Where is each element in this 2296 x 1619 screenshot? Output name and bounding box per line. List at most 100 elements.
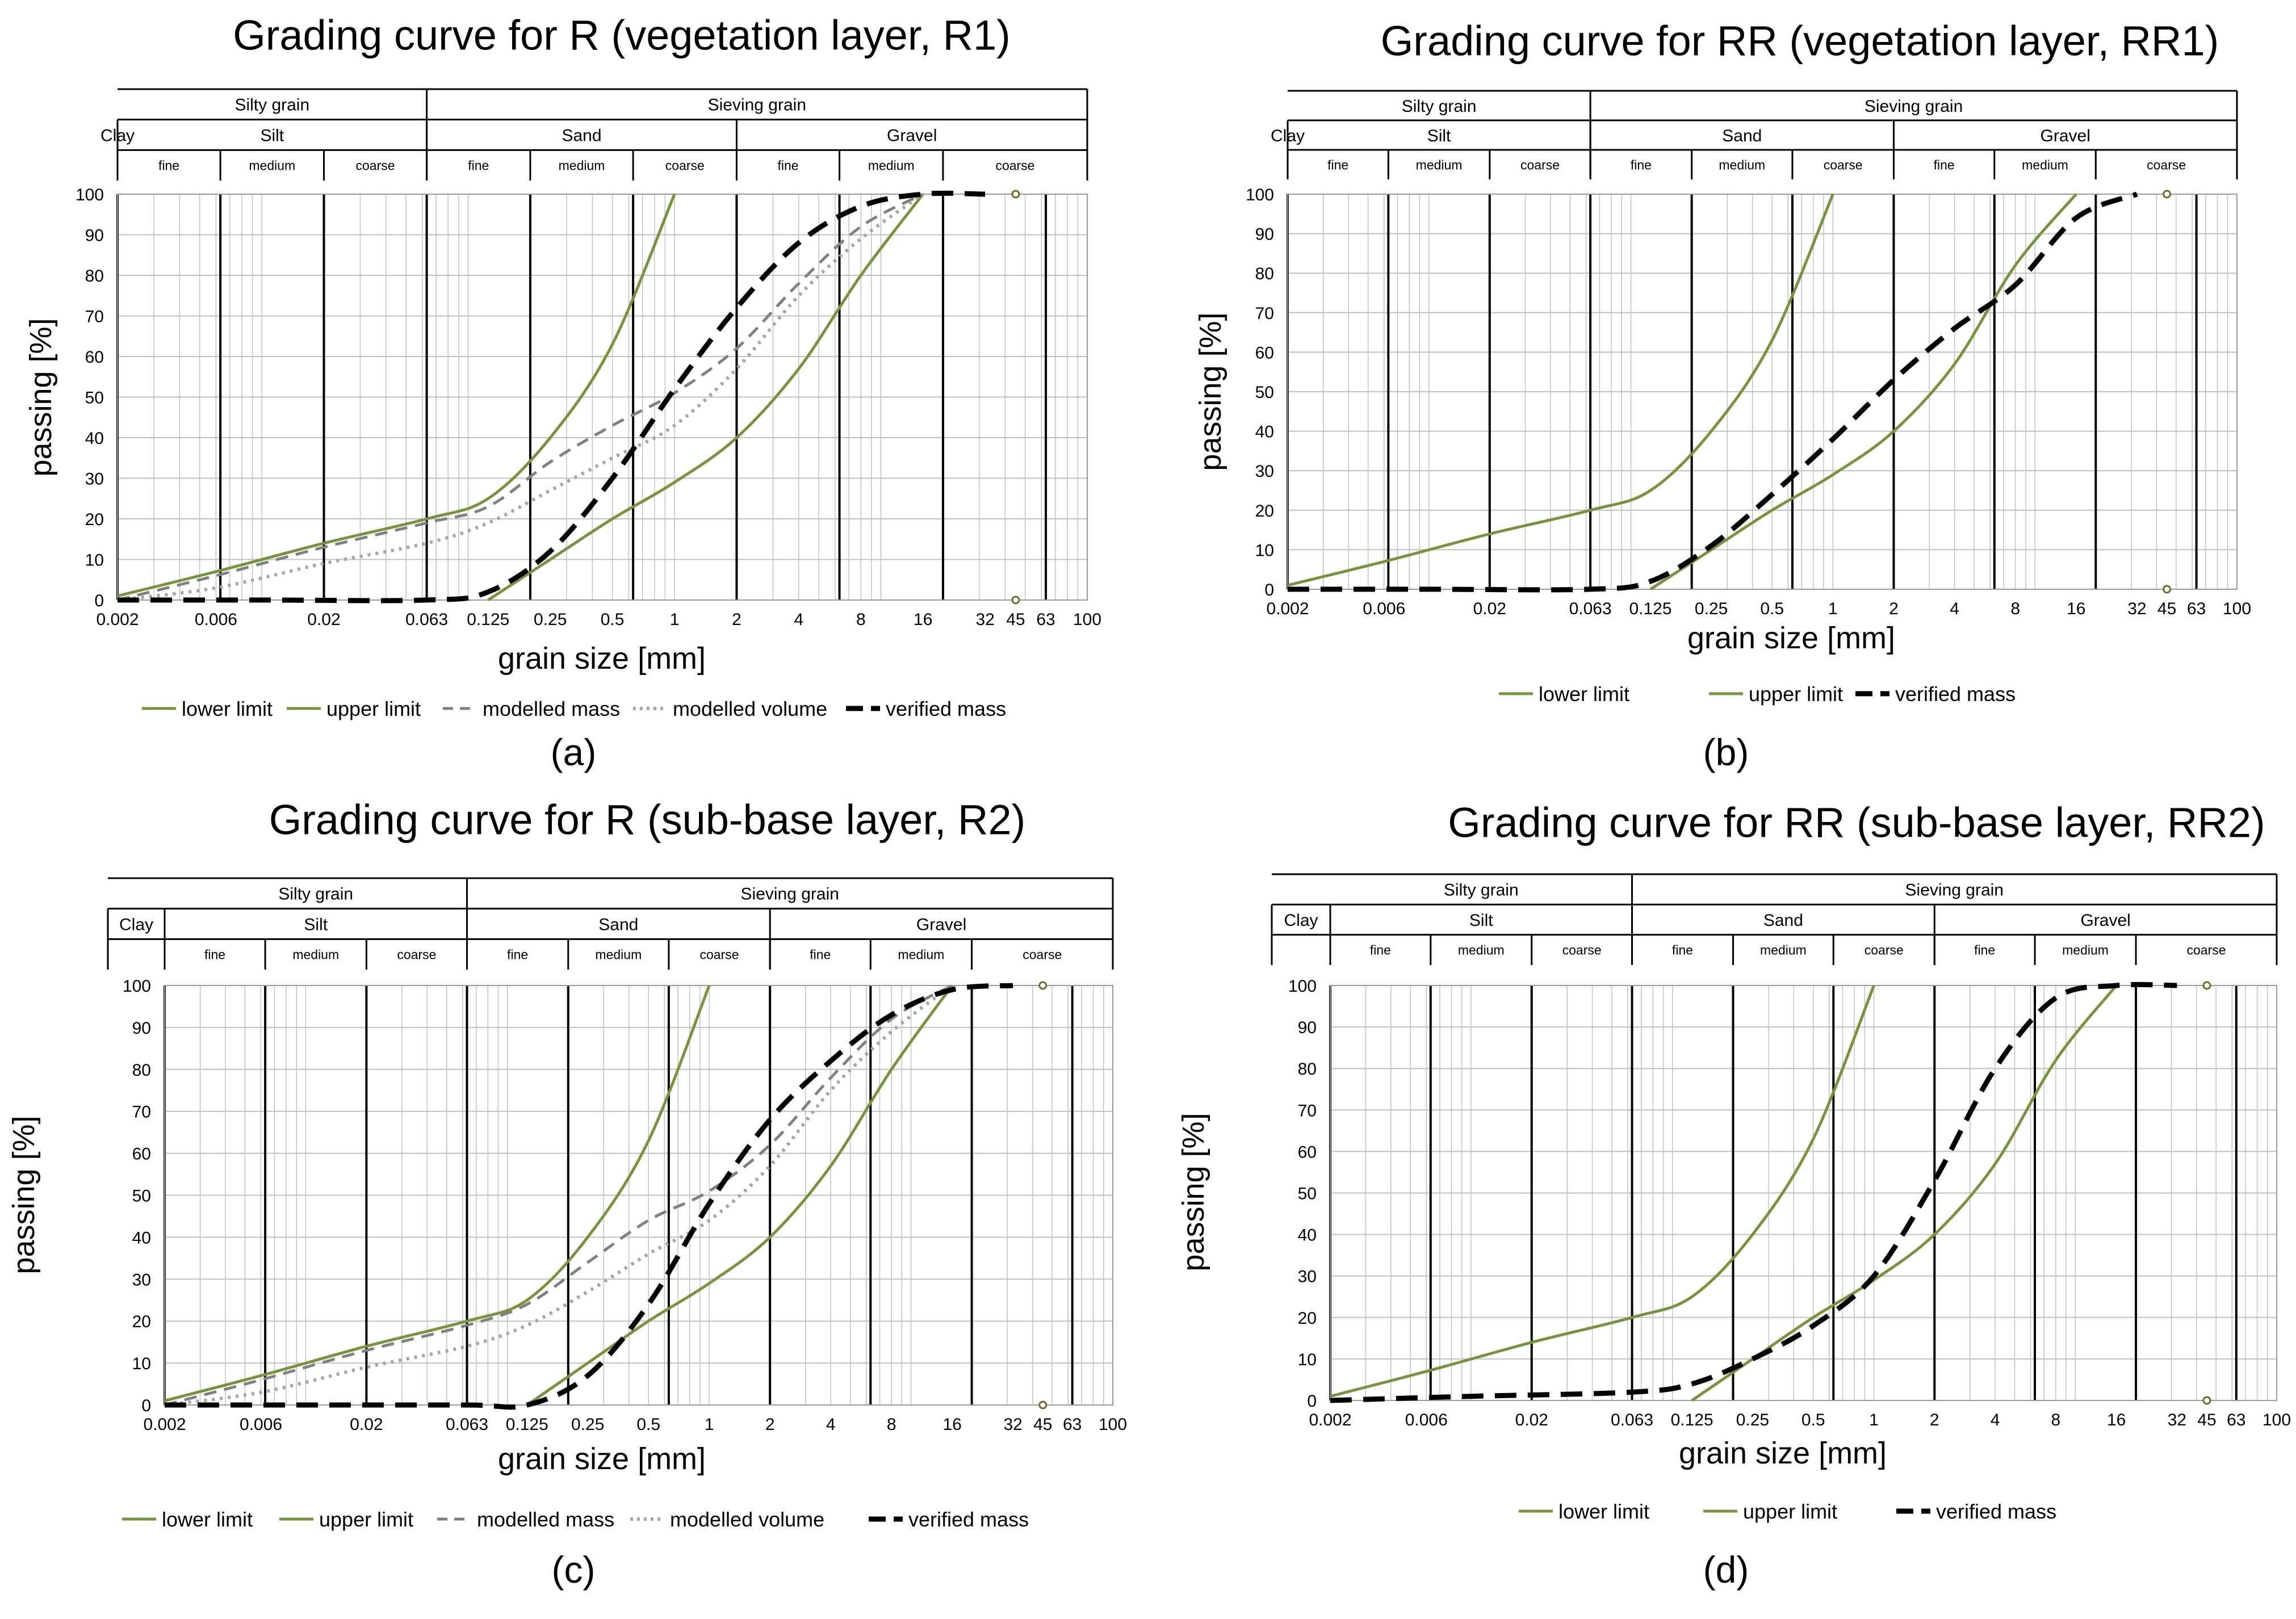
legend: lower limit upper limit verified mass — [1499, 682, 2016, 706]
y-tick-label: 20 — [132, 1312, 151, 1331]
y-tick-label: 30 — [1298, 1268, 1317, 1286]
legend-label: lower limit — [1539, 682, 1629, 706]
x-tick-label: 32 — [2127, 599, 2146, 618]
y-tick-label: 100 — [1288, 977, 1317, 996]
y-tick-label: 20 — [1255, 502, 1274, 521]
classification-label: coarse — [1520, 157, 1560, 172]
marker-45mm-bottom — [1011, 595, 1020, 605]
y-tick-label: 40 — [85, 429, 104, 448]
x-tick-label: 2 — [1930, 1411, 1939, 1429]
x-tick-label: 32 — [1003, 1415, 1022, 1434]
y-tick-label: 50 — [1298, 1185, 1317, 1203]
legend: lower limit upper limit modelled mass model… — [142, 697, 1006, 720]
series-verified-mass — [1330, 982, 2177, 1403]
classification-label: coarse — [995, 158, 1034, 173]
x-tick-label: 0.125 — [1629, 599, 1671, 618]
classification-label: fine — [810, 947, 831, 962]
classification-label: medium — [595, 947, 642, 962]
series-verified-mass — [165, 983, 1013, 1410]
x-tick-label: 0.006 — [1405, 1411, 1448, 1429]
classification-label: Sand — [598, 915, 638, 934]
y-tick-label: 20 — [85, 510, 104, 529]
x-tick-label: 8 — [2010, 599, 2020, 618]
x-tick-label: 2 — [765, 1415, 775, 1434]
classification-label: coarse — [2186, 943, 2226, 958]
x-tick-label: 0.02 — [1515, 1411, 1548, 1429]
x-tick-label: 0.002 — [143, 1415, 186, 1434]
x-tick-label: 1 — [705, 1415, 714, 1434]
classification-label: fine — [507, 947, 528, 962]
x-tick-label: 0.002 — [1309, 1411, 1351, 1429]
classification-label: medium — [1416, 157, 1463, 172]
classification-label: coarse — [1865, 943, 1904, 958]
x-tick-label: 0.125 — [1671, 1411, 1713, 1429]
x-tick-label: 0.5 — [601, 610, 625, 629]
y-tick-label: 80 — [1255, 265, 1274, 283]
x-tick-label: 0.125 — [506, 1415, 548, 1434]
marker-45mm-bottom — [2163, 585, 2172, 594]
y-tick-label: 0 — [1307, 1392, 1317, 1411]
classification-label: Sand — [1763, 911, 1803, 930]
classification-label: Gravel — [887, 126, 937, 145]
chart-title: Grading curve for R (vegetation layer, R… — [233, 12, 1011, 59]
x-tick-label: 2 — [732, 610, 741, 629]
classification-label: Sieving grain — [741, 885, 839, 904]
plot-grid — [164, 985, 1113, 1406]
classification-label: coarse — [2147, 157, 2186, 172]
y-tick-label: 0 — [141, 1396, 151, 1415]
x-tick-label: 0.02 — [1473, 599, 1506, 618]
classification-label: Sieving grain — [1865, 97, 1963, 116]
legend-label: verified mass — [886, 697, 1006, 720]
x-tick-label: 63 — [1063, 1415, 1082, 1434]
x-tick-label: 0.063 — [405, 610, 448, 629]
x-axis: 0.002 0.006 0.02 0.063 0.125 0.25 0.5 1 2 4 8 16 32 4… — [1266, 599, 2251, 618]
legend-label: verified mass — [1895, 682, 2016, 706]
series-modelled-volume — [164, 984, 953, 1407]
x-tick-label: 0.063 — [446, 1415, 488, 1434]
y-tick-label: 70 — [1255, 304, 1274, 323]
x-tick-label: 0.02 — [307, 610, 340, 629]
classification-label: medium — [559, 158, 605, 173]
classification-label: medium — [2062, 943, 2109, 958]
marker-45mm-bottom — [1038, 1400, 1048, 1410]
x-tick-label: 8 — [856, 610, 866, 629]
series-lower-limit — [1649, 193, 2077, 591]
x-axis: 0.002 0.006 0.02 0.063 0.125 0.25 0.5 1 2 4 8 16 32 4… — [96, 610, 1101, 629]
y-tick-label: 30 — [132, 1270, 151, 1289]
series-lower-limit — [487, 193, 924, 602]
plot-frame — [117, 194, 1088, 601]
classification-table: Silty grain Sieving grain Clay Silt Sand Grav… — [107, 877, 1114, 970]
legend: lower limit upper limit modelled mass model… — [122, 1508, 1029, 1531]
legend-label: upper limit — [319, 1508, 413, 1531]
series-group — [1287, 191, 2138, 593]
series-verified-mass — [1288, 191, 2138, 593]
plot-frame — [1287, 194, 2238, 590]
y-tick-label: 0 — [1264, 581, 1274, 599]
series-group — [164, 983, 1013, 1410]
classification-label: medium — [1458, 943, 1505, 958]
classification-label: coarse — [1562, 943, 1602, 958]
y-tick-label: 60 — [85, 348, 104, 367]
classification-label: Sand — [1722, 127, 1762, 145]
classification-label: Silt — [304, 915, 328, 934]
y-tick-label: 40 — [1255, 423, 1274, 442]
series-group — [1330, 982, 2177, 1403]
marker-45mm-top — [2202, 981, 2211, 990]
series-modelled-mass — [164, 984, 953, 1407]
x-tick-label: 0.25 — [1736, 1411, 1769, 1429]
legend-label: lower limit — [162, 1508, 253, 1531]
series-upper-limit — [1287, 194, 1834, 587]
series-verified-mass — [118, 190, 986, 603]
x-tick-label: 16 — [914, 610, 932, 629]
x-tick-label: 2 — [1889, 599, 1899, 618]
legend-label: modelled volume — [670, 1508, 824, 1531]
classification-label: fine — [204, 947, 225, 962]
x-axis-title: grain size [mm] — [1679, 1436, 1887, 1470]
panel-letter: (d) — [1703, 1549, 1749, 1591]
x-axis-title: grain size [mm] — [498, 641, 706, 676]
x-tick-label: 1 — [1828, 599, 1838, 618]
y-axis-title: passing [%] — [7, 1115, 41, 1274]
y-tick-label: 70 — [85, 308, 104, 326]
classification-label: Silty grain — [278, 885, 353, 904]
y-tick-label: 70 — [132, 1103, 151, 1122]
